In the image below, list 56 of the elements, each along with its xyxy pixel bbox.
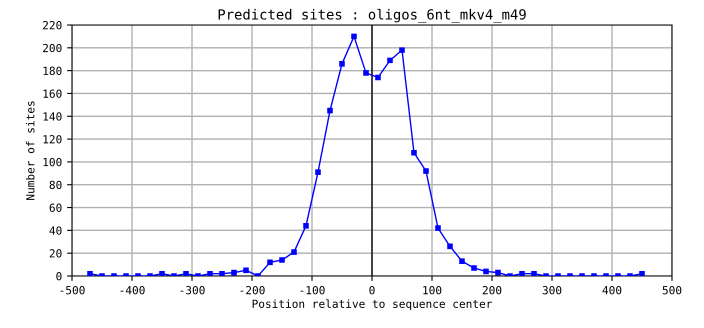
- point: [327, 108, 333, 114]
- point: [375, 74, 381, 80]
- point: [495, 270, 501, 276]
- x-tick-label: 400: [602, 286, 622, 294]
- y-tick-label: 40: [49, 226, 62, 235]
- x-tick-label: 0: [369, 286, 375, 294]
- point: [471, 265, 477, 271]
- x-tick-label: -100: [300, 286, 325, 294]
- point: [219, 270, 225, 276]
- point: [339, 61, 345, 67]
- point: [399, 47, 405, 53]
- y-tick-label: 160: [44, 89, 62, 98]
- point: [159, 270, 165, 276]
- x-tick-label: 200: [482, 286, 502, 294]
- x-tick-label: 300: [542, 286, 562, 294]
- y-tick-label: 60: [50, 204, 62, 212]
- point: [639, 270, 645, 276]
- y-tick-label: 200: [43, 44, 62, 52]
- y-tick-label: 140: [44, 112, 62, 121]
- y-tick-label: 180: [44, 66, 62, 76]
- x-tick-label: -300: [180, 286, 205, 294]
- point: [183, 270, 189, 276]
- point: [363, 70, 369, 76]
- x-tick-label: 100: [423, 286, 442, 294]
- point: [87, 270, 93, 276]
- point: [231, 270, 237, 276]
- y-tick-label: 20: [50, 249, 62, 258]
- x-tick-label: -500: [60, 286, 85, 294]
- x-tick-label: 500: [662, 286, 682, 294]
- point: [315, 169, 321, 175]
- point: [459, 258, 465, 264]
- x-tick-label: -400: [120, 286, 145, 294]
- chart-title: Predicted sites : oligos_6nt_mkv4_m49: [218, 8, 526, 23]
- point: [243, 268, 249, 274]
- point: [411, 150, 417, 156]
- point: [387, 58, 393, 64]
- y-tick-label: 100: [44, 158, 62, 166]
- y-tick-label: 120: [44, 135, 62, 144]
- point: [435, 225, 441, 231]
- point: [351, 34, 357, 40]
- point: [423, 168, 429, 174]
- point: [483, 268, 489, 274]
- y-tick-label: 220: [43, 21, 62, 30]
- point: [207, 270, 213, 276]
- point: [279, 257, 285, 263]
- point: [291, 249, 297, 255]
- point: [531, 270, 537, 276]
- point: [267, 260, 273, 266]
- point: [303, 223, 309, 229]
- point: [519, 270, 525, 276]
- y-tick-label: 0: [56, 272, 62, 280]
- y-axis-title: Number of sites: [26, 101, 34, 200]
- x-axis-title: Position relative to sequence center: [252, 299, 492, 310]
- x-tick-label: -200: [240, 286, 265, 294]
- y-tick-label: 80: [50, 180, 62, 190]
- point: [447, 244, 453, 250]
